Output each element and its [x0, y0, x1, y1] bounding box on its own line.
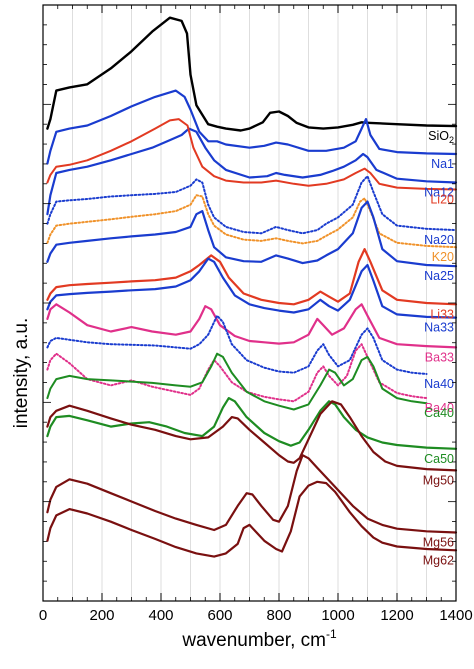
- series-line-ca50: [46, 397, 458, 450]
- series-label-sio: SiO2: [428, 129, 454, 145]
- x-tick-label-0: 0: [39, 607, 47, 624]
- series-label-subscript: 2: [449, 135, 454, 145]
- series-label-na12: Na12: [424, 186, 454, 200]
- series-label-li33: Li33: [430, 307, 454, 321]
- y-axis-title: intensity, a.u.: [11, 318, 32, 429]
- series-line-mg62: [46, 480, 458, 558]
- series-label-mg62: Mg62: [423, 553, 454, 567]
- x-axis-title: wavenumber, cm-1: [181, 627, 337, 651]
- series-line-na33: [46, 257, 458, 319]
- series-line-ca40: [46, 352, 428, 411]
- series-line-ba33: [46, 303, 458, 349]
- series-label-na20: Na20: [424, 233, 454, 247]
- series-line-na1: [46, 89, 458, 165]
- x-tick-label-200: 200: [89, 607, 114, 624]
- series-label-ca40: Ca40: [424, 406, 454, 420]
- x-tick-label-1200: 1200: [380, 607, 413, 624]
- series-label-ba33: Ba33: [425, 350, 454, 364]
- series-line-na40: [46, 314, 428, 375]
- series-line-k20: [46, 194, 457, 249]
- axis-layer: 0 200 400 600 800 1000 1200 1400 wavenumber, cm-…: [11, 4, 473, 651]
- series-label-na1: Na1: [431, 157, 454, 171]
- series-label-ca50: Ca50: [424, 452, 454, 466]
- series-label-mg56: Mg56: [423, 536, 454, 550]
- x-tick-label-1000: 1000: [321, 607, 354, 624]
- series-label-na25: Na25: [424, 269, 454, 283]
- series-line-na12: [46, 127, 458, 216]
- series-line-sio: [46, 16, 458, 132]
- series-line-mg56: [46, 454, 458, 534]
- series-line-na20: [46, 175, 457, 235]
- grid-layer: [72, 5, 427, 601]
- series-label-na40: Na40: [424, 377, 454, 391]
- series-label-li20: Li20: [430, 193, 454, 207]
- x-tick-label-400: 400: [148, 607, 173, 624]
- series-label-ba40: Ba40: [425, 401, 454, 415]
- series-label-na33: Na33: [424, 321, 454, 335]
- series-line-ba40: [46, 343, 428, 403]
- series-layer: [46, 16, 458, 558]
- series-label-mg50: Mg50: [423, 473, 454, 487]
- series-label-k20: K20: [432, 250, 454, 264]
- series-line-li20: [46, 118, 457, 191]
- x-axis-title-superscript: -1: [326, 627, 337, 641]
- series-line-li33: [46, 248, 458, 306]
- series-line-na25: [46, 200, 458, 268]
- x-tick-label-1400: 1400: [439, 607, 472, 624]
- series-line-mg50: [46, 400, 458, 472]
- x-tick-label-600: 600: [207, 607, 232, 624]
- x-tick-label-800: 800: [266, 607, 291, 624]
